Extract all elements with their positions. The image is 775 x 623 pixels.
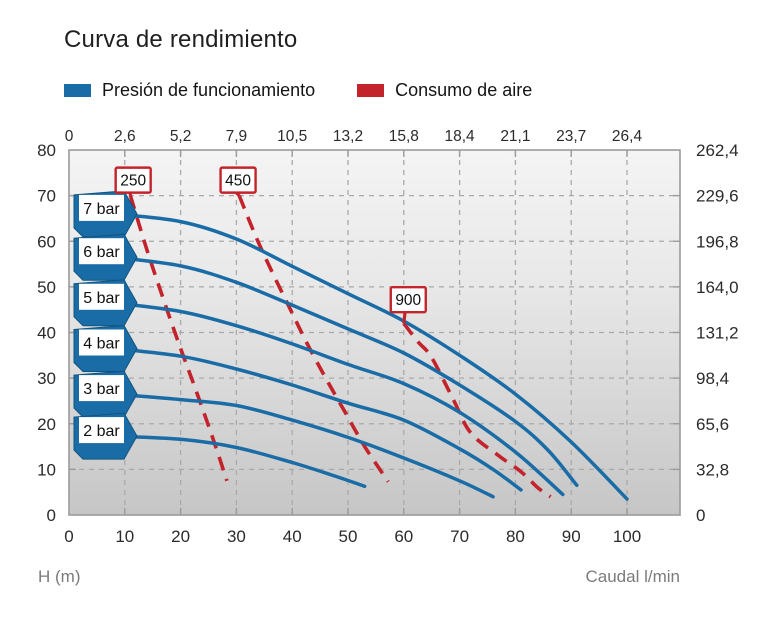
bottom-axis-tick-label: 40	[283, 527, 302, 546]
left-axis-tick-label: 70	[37, 187, 56, 206]
y-axis-unit-label: H (m)	[38, 567, 81, 586]
bottom-axis-tick-label: 30	[227, 527, 246, 546]
pressure-curve-4-bar	[111, 346, 523, 492]
top-axis-tick-label: 7,9	[226, 128, 248, 145]
legend-item-air: Consumo de aire	[357, 80, 532, 101]
pressure-curve-7-bar	[111, 212, 629, 501]
top-axis-tick-label: 15,8	[389, 128, 419, 145]
flag-label-text: 4 bar	[83, 336, 120, 353]
right-axis-tick-label: 98,4	[696, 369, 729, 388]
left-axis-tick-label: 20	[37, 415, 56, 434]
right-axis-tick-label: 262,4	[696, 141, 739, 160]
air-label-text-900: 900	[395, 292, 421, 309]
bottom-axis-tick-label: 50	[339, 527, 358, 546]
flag-label-text: 3 bar	[83, 381, 120, 398]
pressure-flag-5-bar: 5 bar	[73, 279, 138, 327]
right-axis-tick-label: 164,0	[696, 278, 739, 297]
pressure-legend-swatch	[64, 84, 91, 97]
left-axis-tick-label: 80	[37, 141, 56, 160]
flag-label-bg	[79, 238, 124, 265]
pressure-curve-6-bar	[111, 255, 579, 488]
bottom-axis-tick-label: 60	[394, 527, 413, 546]
bottom-axis-tick-label: 10	[115, 527, 134, 546]
flag-label-bg	[79, 375, 124, 402]
top-axis-tick-label: 21,1	[500, 128, 530, 145]
top-axis-tick-label: 5,2	[170, 128, 192, 145]
pressure-flag-6-bar: 6 bar	[73, 233, 138, 281]
pressure-flag-7-bar: 7 bar	[73, 190, 138, 238]
left-axis-tick-label: 0	[47, 506, 56, 525]
top-axis-tick-label: 18,4	[445, 128, 476, 145]
left-axis-tick-label: 30	[37, 369, 56, 388]
pressure-flag-2-bar: 2 bar	[73, 412, 138, 460]
flag-label-bg	[79, 283, 124, 310]
bottom-axis-tick-label: 0	[64, 527, 73, 546]
right-axis-tick-label: 32,8	[696, 460, 729, 479]
flag-label-bg	[79, 417, 124, 444]
pressure-curve-5-bar	[111, 301, 565, 497]
right-axis-tick-label: 0	[696, 506, 705, 525]
top-axis-tick-label: 2,6	[114, 128, 136, 145]
top-axis-tick-label: 10,5	[277, 128, 307, 145]
top-axis-tick-label: 0	[65, 128, 74, 145]
pressure-flag-4-bar: 4 bar	[73, 324, 138, 372]
pressure-legend-label: Presión de funcionamiento	[102, 80, 316, 100]
top-axis-tick-label: 23,7	[556, 128, 586, 145]
air-label-box-900	[389, 285, 427, 314]
air-legend-label: Consumo de aire	[395, 80, 533, 100]
page-title: Curva de rendimiento	[64, 26, 298, 53]
x-axis-unit-label: Caudal l/min	[585, 567, 681, 586]
air-curve-450	[237, 194, 390, 483]
top-axis-tick-label: 13,2	[333, 128, 363, 145]
bottom-axis-tick-label: 80	[506, 527, 525, 546]
right-axis-tick-label: 65,6	[696, 415, 729, 434]
bottom-axis-tick-label: 100	[613, 527, 641, 546]
pressure-curve-3-bar	[111, 392, 495, 499]
flag-label-text: 6 bar	[83, 244, 120, 261]
flag-label-bg	[79, 194, 124, 221]
legend-item-pressure: Presión de funcionamiento	[64, 80, 315, 101]
pressure-curve-2-bar	[111, 434, 367, 489]
air-label-box-250	[114, 166, 152, 194]
chart-legend: Presión de funcionamiento Consumo de air…	[64, 80, 532, 101]
air-legend-swatch	[357, 84, 385, 97]
left-axis-tick-label: 40	[37, 324, 56, 343]
air-label-box-450	[219, 166, 257, 194]
air-label-text-450: 450	[225, 173, 251, 190]
top-axis-tick-label: 26,4	[612, 128, 643, 145]
flag-label-text: 5 bar	[83, 290, 120, 307]
air-label-text-250: 250	[120, 173, 146, 190]
bottom-axis-tick-label: 20	[171, 527, 190, 546]
pressure-flag-3-bar: 3 bar	[73, 370, 138, 418]
right-axis-tick-label: 229,6	[696, 187, 739, 206]
right-axis-tick-label: 196,8	[696, 232, 739, 251]
left-axis-tick-label: 10	[37, 460, 56, 479]
air-curve-900	[402, 322, 552, 499]
right-axis-tick-label: 131,2	[696, 324, 739, 343]
flag-label-text: 2 bar	[83, 423, 120, 440]
flag-label-bg	[79, 329, 124, 356]
bottom-axis-tick-label: 90	[562, 527, 581, 546]
flag-label-text: 7 bar	[83, 201, 120, 218]
bottom-axis-tick-label: 70	[450, 527, 469, 546]
left-axis-tick-label: 60	[37, 232, 56, 251]
left-axis-tick-label: 50	[37, 278, 56, 297]
